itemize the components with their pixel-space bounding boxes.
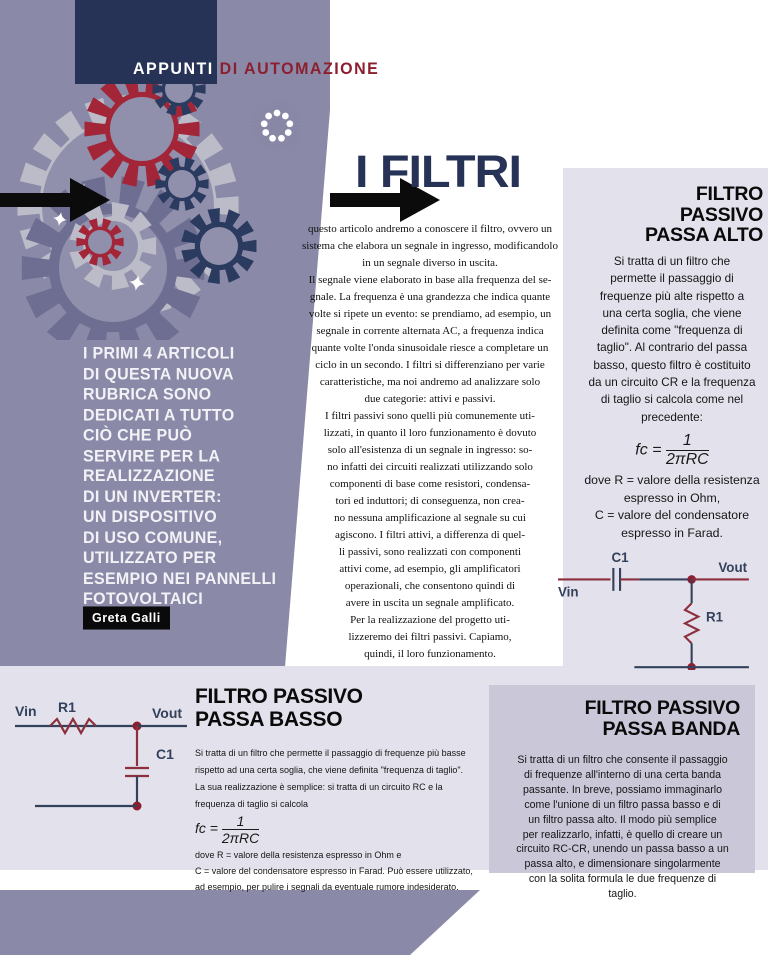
svg-text:Vout: Vout — [152, 705, 182, 721]
svg-text:Vin: Vin — [558, 585, 579, 600]
svg-text:C1: C1 — [156, 746, 174, 762]
svg-text:Vin: Vin — [15, 703, 37, 719]
svg-text:C1: C1 — [611, 550, 629, 565]
svg-text:R1: R1 — [58, 699, 76, 715]
svg-text:R1: R1 — [706, 609, 724, 624]
svg-text:Vout: Vout — [718, 560, 747, 575]
